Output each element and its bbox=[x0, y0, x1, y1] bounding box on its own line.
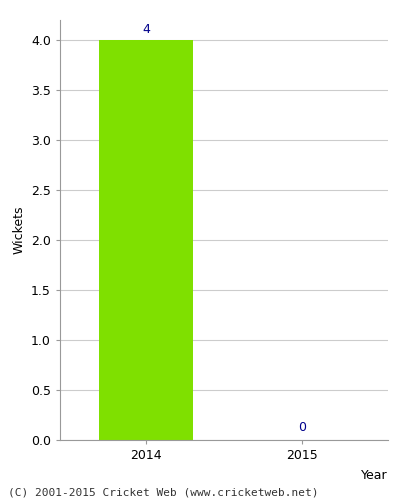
Bar bbox=[99, 40, 193, 440]
Text: 4: 4 bbox=[142, 23, 150, 36]
Text: 0: 0 bbox=[298, 421, 306, 434]
Text: (C) 2001-2015 Cricket Web (www.cricketweb.net): (C) 2001-2015 Cricket Web (www.cricketwe… bbox=[8, 488, 318, 498]
Text: Year: Year bbox=[361, 470, 388, 482]
Y-axis label: Wickets: Wickets bbox=[12, 206, 26, 254]
